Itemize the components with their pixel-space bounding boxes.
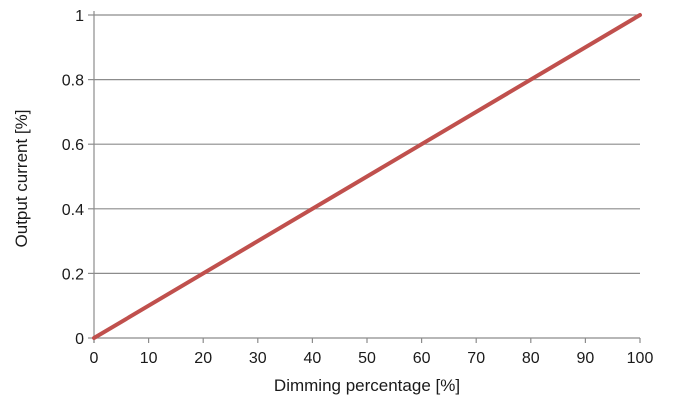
x-axis-title: Dimming percentage [%] <box>274 376 460 395</box>
y-tick-label: 0 <box>75 331 84 348</box>
y-tick-label: 1 <box>75 8 84 25</box>
y-tick-label: 0.4 <box>62 202 84 219</box>
tick-labels: 00.20.40.60.810 10 20 30 40 50 60 70 80 90 100 <box>62 8 654 367</box>
y-tick-label: 0.8 <box>62 73 84 90</box>
y-axis-title: Output current [%] <box>12 110 31 248</box>
x-tick-label: 90 <box>577 350 595 367</box>
x-tick-label: 40 <box>304 350 322 367</box>
x-tick-label: 50 <box>358 350 376 367</box>
grid-lines <box>94 14 640 274</box>
x-tick-label: 60 <box>413 350 431 367</box>
y-tick-label: 0.2 <box>62 266 84 283</box>
x-tick-label: 80 <box>522 350 540 367</box>
y-tick-label: 0.6 <box>62 137 84 154</box>
x-tick-label: 0 <box>90 350 99 367</box>
x-tick-label: 100 <box>627 350 654 367</box>
x-tick-label: 70 <box>467 350 485 367</box>
x-tick-label: 30 <box>249 350 267 367</box>
series-lines <box>92 13 642 340</box>
x-tick-label: 10 <box>140 350 158 367</box>
series-line <box>92 13 642 340</box>
axes <box>88 11 641 343</box>
x-tick-label: 20 <box>194 350 212 367</box>
